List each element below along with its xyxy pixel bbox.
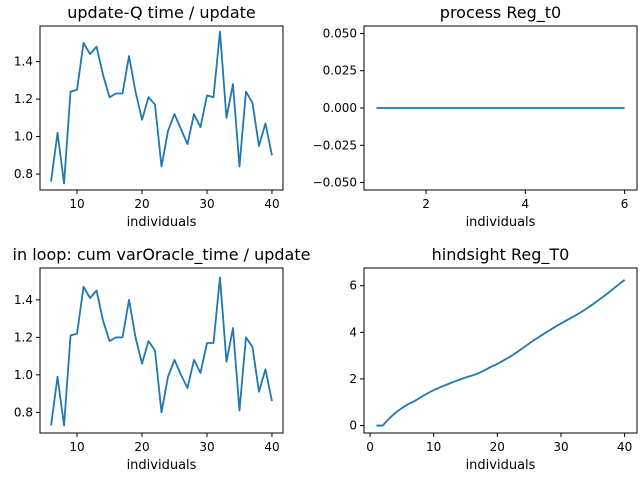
chart-4-xtick-label-0: 0: [366, 440, 374, 454]
chart-1-ytick-label-2: 1.2: [14, 92, 33, 106]
chart-4-xtick-label-2: 20: [490, 440, 505, 454]
chart-4-xtick-label-4: 40: [617, 440, 632, 454]
chart-1-xtick-label-1: 20: [134, 197, 149, 211]
chart-1-ytick-label-0: 0.8: [14, 167, 33, 181]
chart-2-xtick-label-0: 2: [422, 197, 430, 211]
chart-3-ytick-label-3: 1.4: [14, 293, 33, 307]
chart-4-axes-frame: [363, 267, 638, 434]
chart-2-ytick-label-4: −0.050: [313, 176, 357, 190]
chart-2-ytick-label-3: −0.025: [313, 138, 357, 152]
chart-1-ytick-label-1: 1.0: [14, 130, 33, 144]
chart-1-xtick-label-3: 40: [264, 197, 279, 211]
chart-4-xlabel: individuals: [466, 458, 536, 473]
chart-1-series-1-line: [50, 30, 273, 185]
chart-1-xlabel: individuals: [127, 215, 197, 230]
chart-1-axes-frame: [39, 25, 284, 191]
chart-1-xtick-label-2: 30: [199, 197, 214, 211]
chart-3-xlabel: individuals: [127, 458, 197, 473]
chart-2-title: process Reg_t0: [440, 3, 561, 23]
chart-3-title: in loop: cum varOracle_time / update: [13, 245, 311, 265]
chart-2-xlabel: individuals: [466, 215, 536, 230]
chart-3-xtick-label-1: 20: [134, 440, 149, 454]
chart-1-xtick-label-0: 10: [69, 197, 84, 211]
chart-3-xtick-label-3: 40: [264, 440, 279, 454]
chart-4-xtick-label-3: 30: [553, 440, 568, 454]
chart-4-ytick-label-3: 6: [349, 279, 357, 293]
chart-2-ytick-label-0: 0.050: [323, 26, 357, 40]
chart-4-series-1-line: [376, 279, 626, 427]
chart-1-ytick-label-3: 1.4: [14, 55, 33, 69]
chart-4-ytick-label-1: 2: [349, 372, 357, 386]
chart-2-xtick-label-2: 6: [621, 197, 629, 211]
chart-3-xtick-label-0: 10: [69, 440, 84, 454]
chart-4-ytick-label-2: 4: [349, 325, 357, 339]
chart-1-title: update-Q time / update: [67, 3, 256, 22]
chart-3-axes-frame: [39, 267, 284, 434]
chart-2-ytick-label-2: 0.000: [323, 101, 357, 115]
chart-3-series-1-line: [50, 276, 273, 427]
chart-4-title: hindsight Reg_T0: [432, 245, 570, 265]
chart-3-ytick-label-0: 0.8: [14, 405, 33, 419]
chart-3-ytick-label-1: 1.0: [14, 368, 33, 382]
chart-2-xtick-label-1: 4: [521, 197, 529, 211]
chart-2-ytick-label-1: 0.025: [323, 64, 357, 78]
chart-4-ytick-label-0: 0: [349, 419, 357, 433]
chart-3-xtick-label-2: 30: [199, 440, 214, 454]
chart-3-ytick-label-2: 1.2: [14, 330, 33, 344]
chart-4-xtick-label-1: 10: [426, 440, 441, 454]
